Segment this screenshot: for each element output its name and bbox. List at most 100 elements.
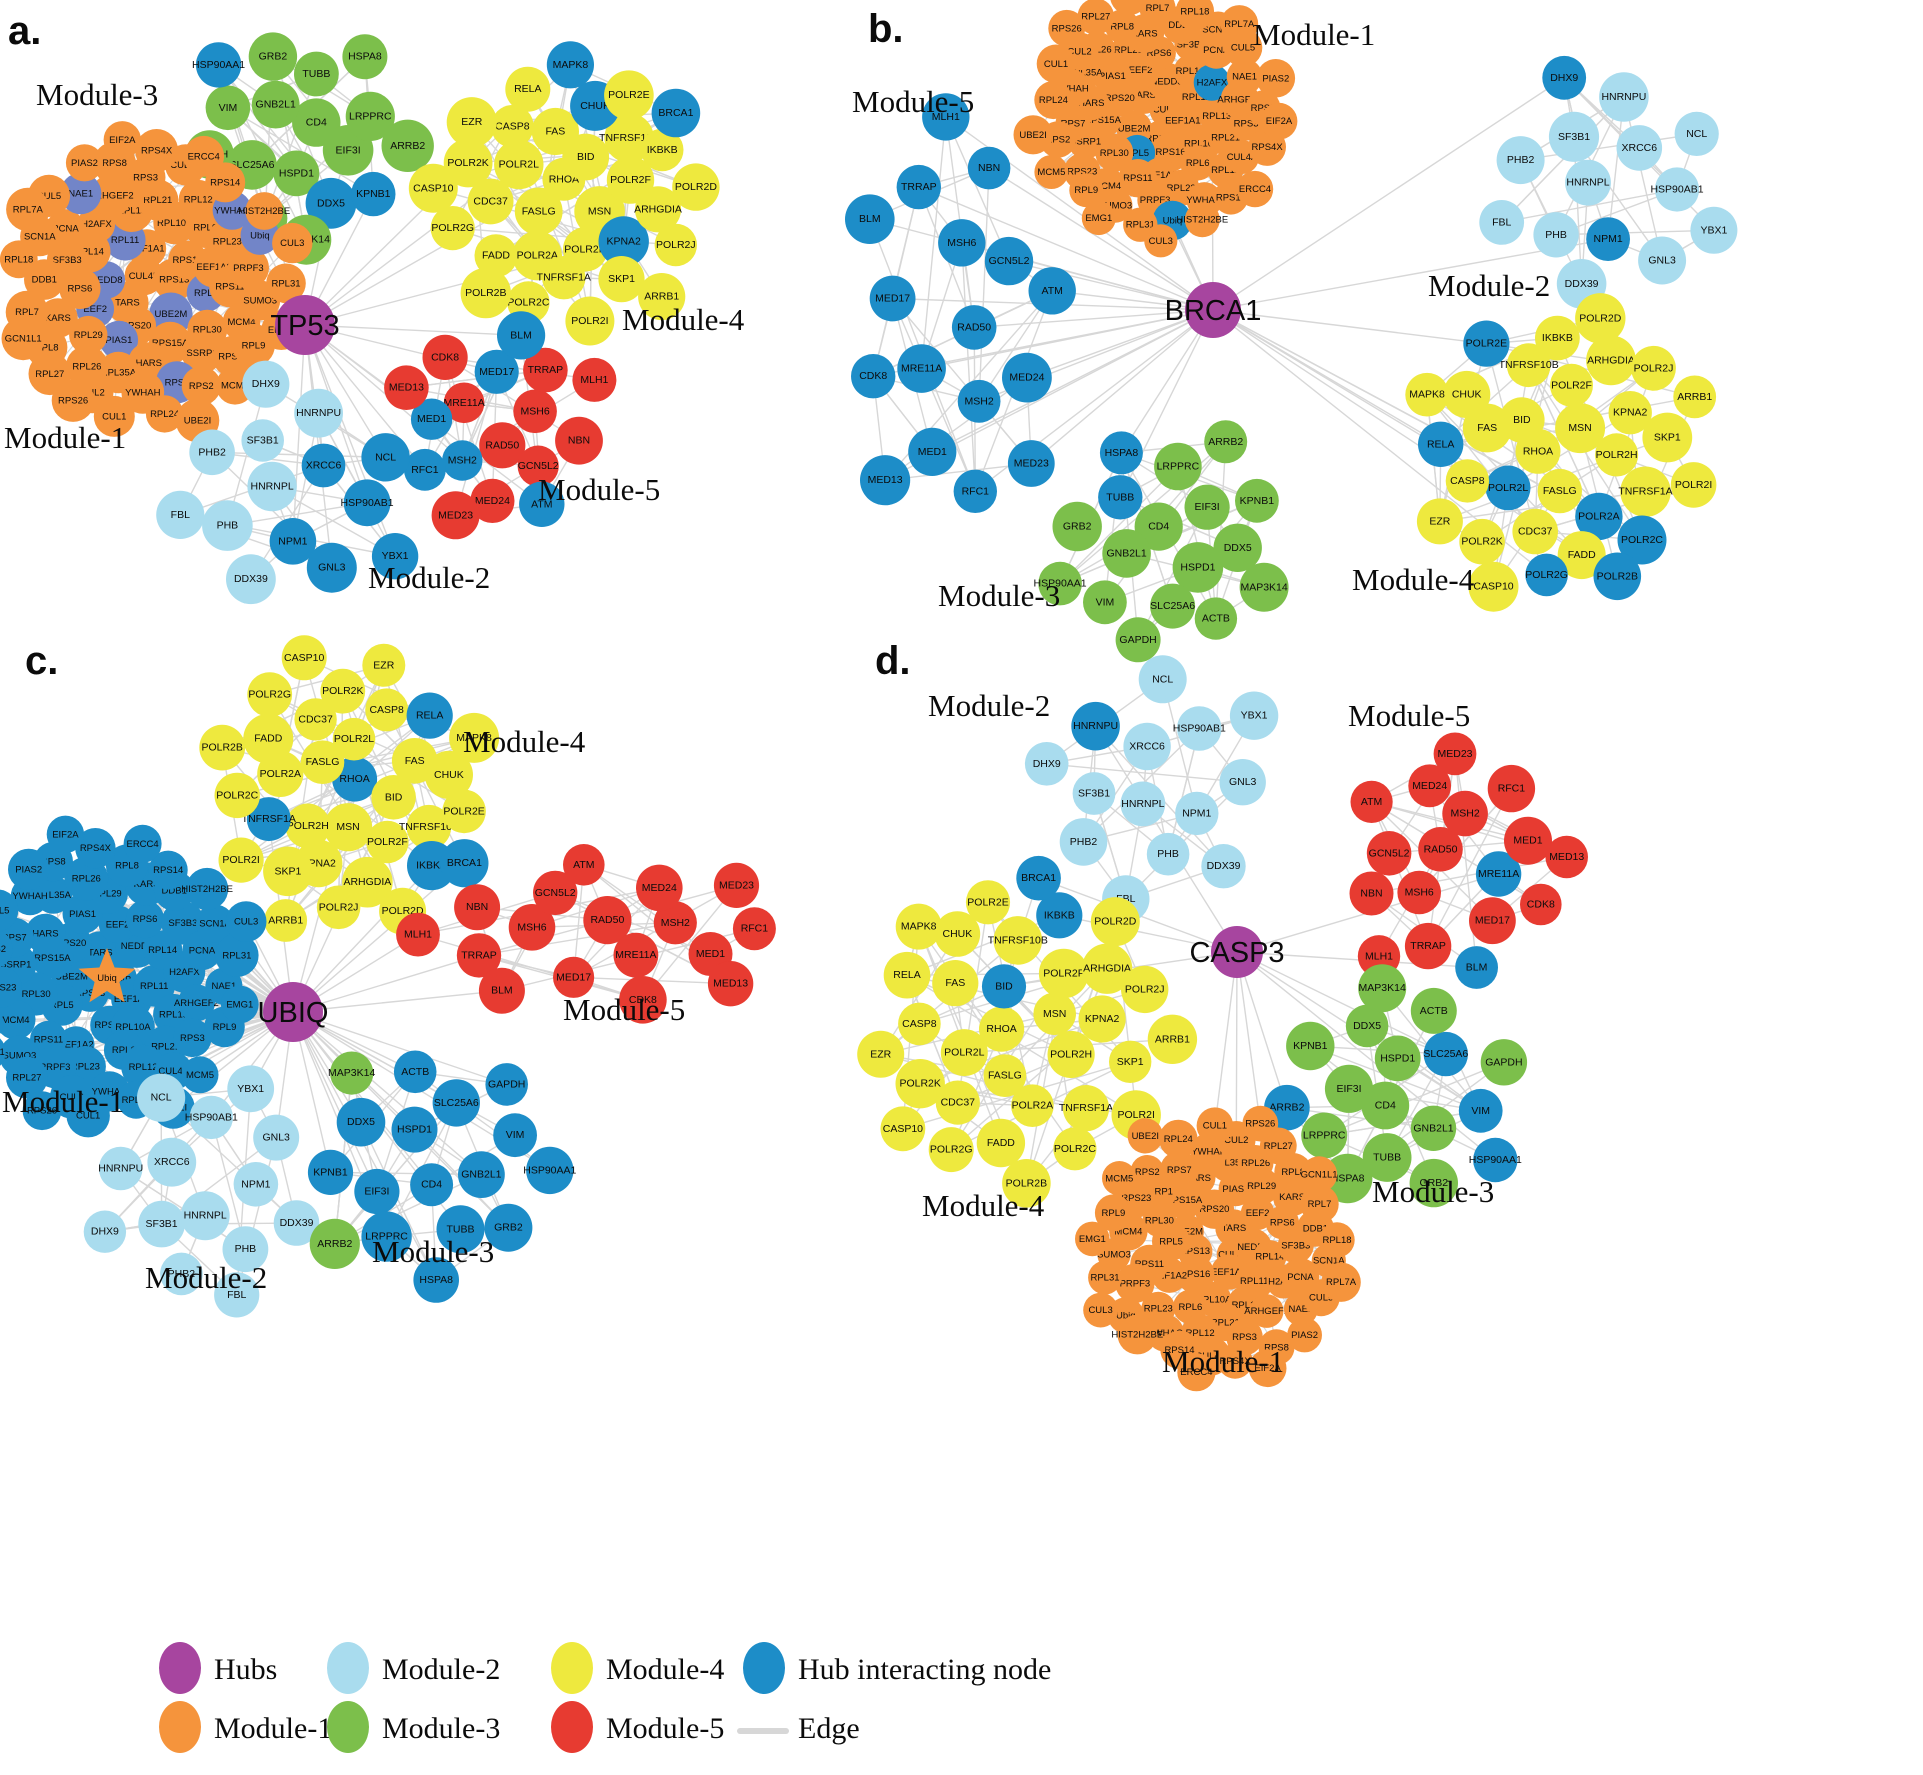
network-node-label: EEF1A2 <box>1142 170 1177 181</box>
network-node-label: TRRAP <box>528 364 564 376</box>
network-node <box>984 236 1034 286</box>
network-node-label: DHX9 <box>1033 758 1061 770</box>
network-node-label: CUL3 <box>234 917 258 928</box>
network-node <box>1548 111 1600 162</box>
network-node-label: SSRP1 <box>1070 137 1101 148</box>
network-node-label: NBN <box>466 901 488 913</box>
network-node-label: DDX39 <box>234 573 268 585</box>
network-node <box>1047 1030 1095 1079</box>
network-node-label: RPL35A <box>1067 68 1103 79</box>
network-node <box>1442 790 1488 837</box>
network-node <box>1374 1035 1421 1082</box>
network-node-label: YWHAG <box>92 1086 128 1097</box>
network-node <box>613 932 659 978</box>
network-node <box>361 1211 412 1262</box>
network-node-label: KPNB1 <box>1293 1040 1328 1052</box>
network-node-label: ATM <box>1042 285 1063 297</box>
network-node <box>1144 224 1178 258</box>
network-node <box>1586 335 1636 386</box>
network-node-label: FAS <box>945 977 965 989</box>
network-node <box>1565 159 1611 206</box>
module-label: Module-1 <box>1162 1344 1284 1379</box>
network-node-label: RPL6 <box>193 223 217 234</box>
network-node-label: DHX9 <box>91 1226 119 1238</box>
network-node-label: PHB2 <box>168 1268 196 1280</box>
network-node-label: CUL1 <box>1203 1121 1227 1132</box>
network-node-label: POLR2I <box>1118 1109 1155 1121</box>
network-node <box>1115 1263 1155 1304</box>
network-node-label: RPL10A <box>115 1022 151 1033</box>
network-node <box>410 398 453 440</box>
hub-node-casp3 <box>1211 926 1263 978</box>
network-node-label: TARS <box>1222 1223 1247 1234</box>
ubiq-star-node <box>78 948 136 1003</box>
network-node <box>285 803 331 849</box>
network-node <box>553 956 595 998</box>
network-node-label: PIAS1 <box>1099 71 1126 82</box>
network-node <box>460 267 511 319</box>
network-node-label: PHB <box>1157 848 1179 860</box>
network-node-label: LRPPRC <box>1157 461 1200 473</box>
network-node <box>1052 501 1102 552</box>
network-node <box>227 1065 275 1113</box>
network-node <box>222 1226 269 1273</box>
network-node <box>393 1050 437 1094</box>
network-node-label: GNL3 <box>262 1132 290 1144</box>
network-node <box>869 275 916 322</box>
legend-item-module-5-swatch <box>551 1701 593 1753</box>
network-node-label: ARRB2 <box>1269 1102 1304 1114</box>
network-node-label: RPL12 <box>129 1062 158 1073</box>
network-node-label: NEDD8 <box>1150 77 1182 88</box>
network-node <box>474 234 518 278</box>
network-node-label: CUL3 <box>280 238 304 249</box>
network-node-label: DDX5 <box>1224 542 1252 554</box>
network-node <box>205 85 251 131</box>
network-node-label: CDK8 <box>1527 899 1555 911</box>
network-node <box>336 1097 386 1147</box>
network-node <box>1520 883 1562 926</box>
panel-b: RAD50 MRE11A MSH6 MSH2 MED17 GCN5L2 MED1 TRRAP M… <box>845 0 1738 663</box>
network-node-label: RPL27 <box>1264 1141 1293 1152</box>
network-node <box>1506 343 1551 388</box>
network-node-label: POLR2H <box>564 243 606 255</box>
network-node-label: BRCA1 <box>1021 872 1056 884</box>
network-node-label: HIST2H2BE <box>238 206 290 217</box>
network-node-label: HSP90AA1 <box>523 1164 576 1176</box>
network-node-label: RPS11 <box>1135 1259 1164 1270</box>
network-node <box>69 315 108 355</box>
network-node <box>707 961 754 1007</box>
module-cluster-module-3: CD4 HSPD1 GNB2L1 EIF3I SLC25A6 TUBB DDX5 VIM LRP… <box>307 1050 577 1303</box>
network-node-label: MSN <box>1568 422 1591 434</box>
network-node <box>895 1059 945 1109</box>
network-node-label: EMG1 <box>1079 1234 1106 1245</box>
network-node <box>1109 1040 1152 1084</box>
network-node-label: HNRNPL <box>184 1210 227 1222</box>
network-node-label: RPL5 <box>194 288 218 299</box>
network-node-label: RPL30 <box>193 325 222 336</box>
network-node-label: GNL3 <box>318 562 346 574</box>
network-node-label: DDX39 <box>1565 278 1599 290</box>
network-node-label: RPS13 <box>1180 1246 1210 1257</box>
module-cluster-module-5: RAD50 MRE11A MSH6 MSH2 MED17 GCN5L2 MED1 TRRAP M… <box>384 311 617 540</box>
network-node <box>1512 508 1558 555</box>
network-node-label: POLR2F <box>610 174 651 186</box>
network-node <box>1545 835 1588 879</box>
network-node <box>1616 125 1663 171</box>
network-node-label: NAE1 <box>1232 72 1257 83</box>
network-node <box>993 916 1043 965</box>
network-node-label: ERCC4 <box>126 839 158 850</box>
panel-d: HNRNPL XRCC6 NPM1 SF3B1 HSP90AB1 PHB HNRNPU GNL… <box>857 639 1588 1392</box>
network-node <box>1081 201 1116 236</box>
network-node <box>1053 1127 1097 1171</box>
module-label: Module-1 <box>4 420 126 455</box>
panel-letter-b: b. <box>868 7 904 51</box>
network-node-label: CUL4A <box>158 1066 189 1077</box>
network-node-label: GCN1L1 <box>5 334 42 345</box>
network-node <box>1525 553 1568 597</box>
network-node <box>180 1191 230 1241</box>
network-node-label: POLR2H <box>287 820 329 832</box>
network-node <box>99 320 139 360</box>
module-label: Module-1 <box>1253 17 1375 52</box>
network-node <box>1479 200 1525 245</box>
